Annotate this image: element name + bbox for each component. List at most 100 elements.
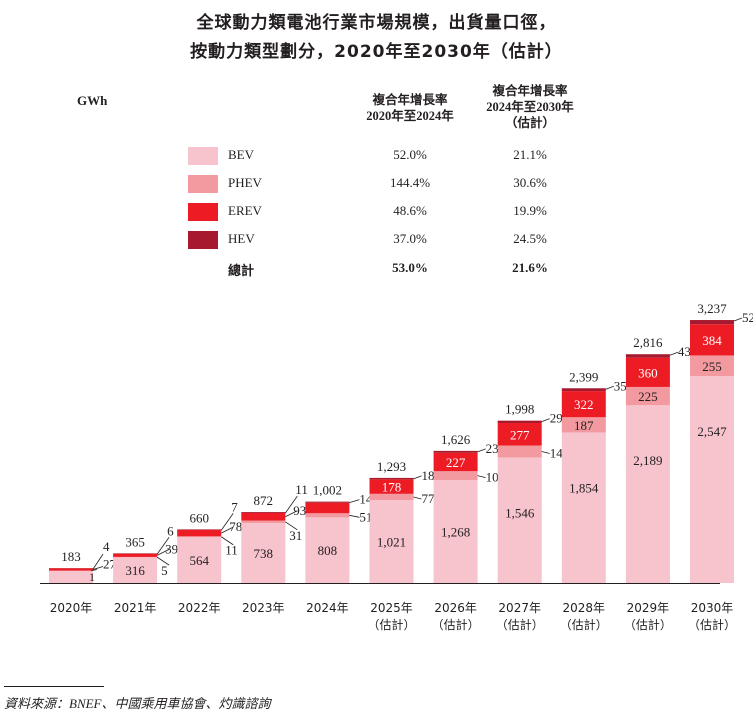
leader-line bbox=[477, 475, 486, 478]
leader-line bbox=[90, 569, 98, 572]
data-label-bev: 738 bbox=[254, 546, 274, 561]
data-label-hev: 4 bbox=[103, 539, 110, 554]
total-label: 2,816 bbox=[633, 335, 663, 350]
leader-line bbox=[284, 495, 298, 514]
leader-line bbox=[92, 553, 104, 570]
data-label-hev: 23 bbox=[486, 441, 499, 456]
total-label: 365 bbox=[125, 534, 145, 549]
data-label-phev: 31 bbox=[289, 528, 302, 543]
bar-erev bbox=[433, 452, 478, 472]
cagr-value: 144.4% bbox=[389, 175, 431, 190]
legend-swatch-erev bbox=[188, 203, 218, 221]
data-label-bev: 316 bbox=[125, 563, 145, 578]
cagr-header-2020-2024: 複合年增長率 2020年至2024年 bbox=[325, 92, 495, 124]
legend-label-total: 總計 bbox=[228, 263, 255, 278]
leader-line bbox=[413, 496, 422, 500]
cagr-value: 52.0% bbox=[393, 147, 427, 162]
bar-phev bbox=[625, 386, 670, 406]
data-label-bev: 564 bbox=[189, 553, 209, 568]
data-label-hev: 43 bbox=[678, 344, 691, 359]
bar-hev bbox=[433, 450, 478, 453]
bar-erev bbox=[561, 391, 606, 418]
cagr-value: 21.6% bbox=[512, 260, 548, 275]
category-label: （估計） bbox=[496, 617, 544, 632]
bar-bev bbox=[49, 570, 93, 583]
data-label-phev: 1 bbox=[89, 570, 95, 584]
data-label-erev: 39 bbox=[165, 541, 178, 556]
leader-line bbox=[156, 556, 170, 566]
data-label-bev: 1,546 bbox=[505, 505, 535, 520]
data-label-phev: 51 bbox=[359, 509, 372, 524]
legend-row-phev: PHEV 144.4% 30.6% bbox=[188, 173, 608, 193]
bar-hev bbox=[690, 320, 734, 325]
category-label: （估計） bbox=[367, 617, 415, 632]
legend-row-hev: HEV 37.0% 24.5% bbox=[188, 229, 608, 249]
data-label-bev: 1,268 bbox=[441, 525, 470, 540]
bar-phev bbox=[305, 513, 350, 518]
bar-hev bbox=[305, 501, 350, 503]
data-label-bev: 1,021 bbox=[377, 535, 406, 550]
total-label: 1,293 bbox=[377, 459, 406, 474]
leader-line bbox=[733, 317, 743, 322]
bar-bev bbox=[625, 405, 670, 583]
cagr-header-2024-2030: 複合年增長率 2024年至2030年 （估計） bbox=[445, 83, 615, 131]
leader-line bbox=[220, 536, 234, 546]
cagr-value: 53.0% bbox=[392, 260, 428, 275]
data-label-hev: 7 bbox=[231, 499, 238, 514]
legend-label-erev: EREV bbox=[228, 203, 262, 218]
data-label-erev: 322 bbox=[574, 397, 594, 412]
bar-phev bbox=[433, 471, 478, 481]
bar-bev bbox=[433, 480, 478, 583]
bar-phev bbox=[497, 445, 542, 458]
category-label: （估計） bbox=[432, 617, 480, 632]
bar-erev bbox=[241, 512, 286, 521]
data-label-phev: 11 bbox=[225, 543, 238, 558]
data-label-phev: 5 bbox=[161, 563, 168, 578]
total-label: 872 bbox=[254, 493, 274, 508]
category-label: 2027年 bbox=[498, 601, 541, 615]
legend-label-phev: PHEV bbox=[228, 175, 262, 190]
data-label-hev: 52 bbox=[742, 310, 753, 325]
legend-swatch-bev bbox=[188, 147, 218, 165]
data-label-erev: 360 bbox=[638, 365, 658, 380]
bar-phev bbox=[241, 520, 286, 524]
category-label: 2022年 bbox=[178, 601, 221, 615]
source-divider bbox=[4, 686, 104, 687]
leader-line bbox=[669, 351, 679, 356]
leader-line bbox=[477, 448, 486, 453]
leader-line bbox=[349, 499, 360, 504]
data-label-bev: 1,854 bbox=[569, 480, 599, 495]
cagr-value: 19.9% bbox=[513, 203, 547, 218]
category-label: （估計） bbox=[688, 617, 736, 632]
category-label: 2021年 bbox=[114, 601, 157, 615]
bar-bev bbox=[561, 432, 606, 583]
bar-erev bbox=[305, 502, 350, 514]
bar-hev bbox=[177, 529, 222, 530]
bar-bev bbox=[369, 500, 414, 583]
bar-phev bbox=[561, 417, 606, 433]
leader-line bbox=[156, 548, 170, 556]
cagr-value: 21.1% bbox=[513, 147, 547, 162]
bar-bev bbox=[305, 517, 350, 583]
data-label-phev: 77 bbox=[422, 491, 436, 506]
data-label-erev: 277 bbox=[510, 427, 530, 442]
leader-line bbox=[541, 418, 550, 423]
data-label-erev: 93 bbox=[293, 503, 306, 518]
category-label: 2023年 bbox=[242, 601, 285, 615]
bar-erev bbox=[369, 479, 414, 494]
category-label: （估計） bbox=[560, 617, 608, 632]
unit-label: GWh bbox=[77, 93, 108, 108]
bar-erev bbox=[113, 553, 158, 557]
data-label-hev: 35 bbox=[614, 378, 627, 393]
legend-swatch-phev bbox=[188, 175, 218, 193]
legend-row-total: 總計 53.0% 21.6% bbox=[188, 258, 608, 278]
data-label-bev: 2,547 bbox=[697, 424, 727, 439]
bar-bev bbox=[113, 557, 158, 583]
total-label: 3,237 bbox=[697, 301, 727, 316]
bar-bev bbox=[690, 376, 734, 583]
leader-line bbox=[285, 521, 298, 531]
bar-hev bbox=[497, 420, 542, 424]
bar-erev bbox=[497, 423, 542, 446]
bar-phev bbox=[177, 536, 222, 538]
total-label: 1,626 bbox=[441, 432, 471, 447]
